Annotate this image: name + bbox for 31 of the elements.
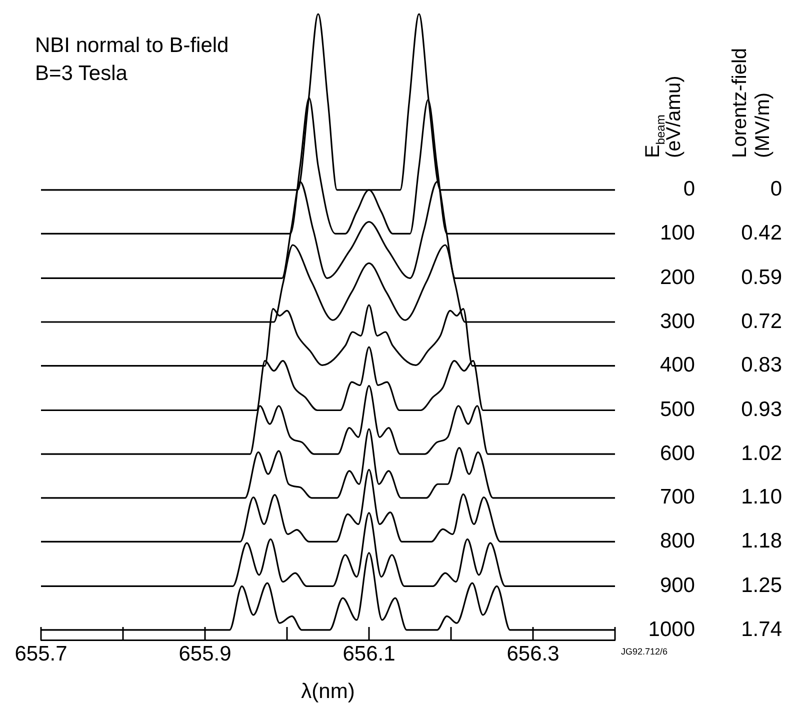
text: 0.42 (741, 222, 782, 245)
text: 1.10 (741, 486, 782, 509)
text: 0.83 (741, 354, 782, 377)
text: 1.74 (741, 618, 782, 641)
x-tick-label: 655.7 (14, 642, 68, 666)
text: 100 (660, 222, 695, 245)
text: JG92.712/6 (621, 646, 668, 656)
text: 0.93 (741, 398, 782, 422)
text: 0 (683, 178, 695, 201)
text: 0.59 (741, 266, 782, 289)
text: 900 (660, 574, 695, 597)
x-tick-label: 655.9 (178, 642, 232, 666)
text: 200 (660, 266, 695, 289)
text: B=3 Tesla (35, 62, 128, 85)
x-axis-title: λ(nm) (301, 680, 355, 704)
text: 1.02 (741, 442, 782, 465)
text: 300 (660, 310, 695, 333)
text: 0 (770, 178, 782, 201)
text: Lorentz-field (MV/m) (729, 48, 774, 158)
series-label: 1000 (648, 618, 695, 641)
text: 800 (660, 530, 695, 553)
text: NBI normal to B-field (35, 34, 229, 57)
x-tick-label: 656.1 (342, 642, 396, 666)
text: 1.18 (741, 530, 782, 553)
text: 500 (660, 398, 695, 422)
text: 400 (660, 354, 695, 377)
x-tick-label: 656.3 (506, 642, 560, 666)
text: 1.25 (741, 574, 782, 597)
text: 0.72 (741, 310, 782, 333)
text: 600 (660, 442, 695, 465)
text: 700 (660, 486, 695, 509)
